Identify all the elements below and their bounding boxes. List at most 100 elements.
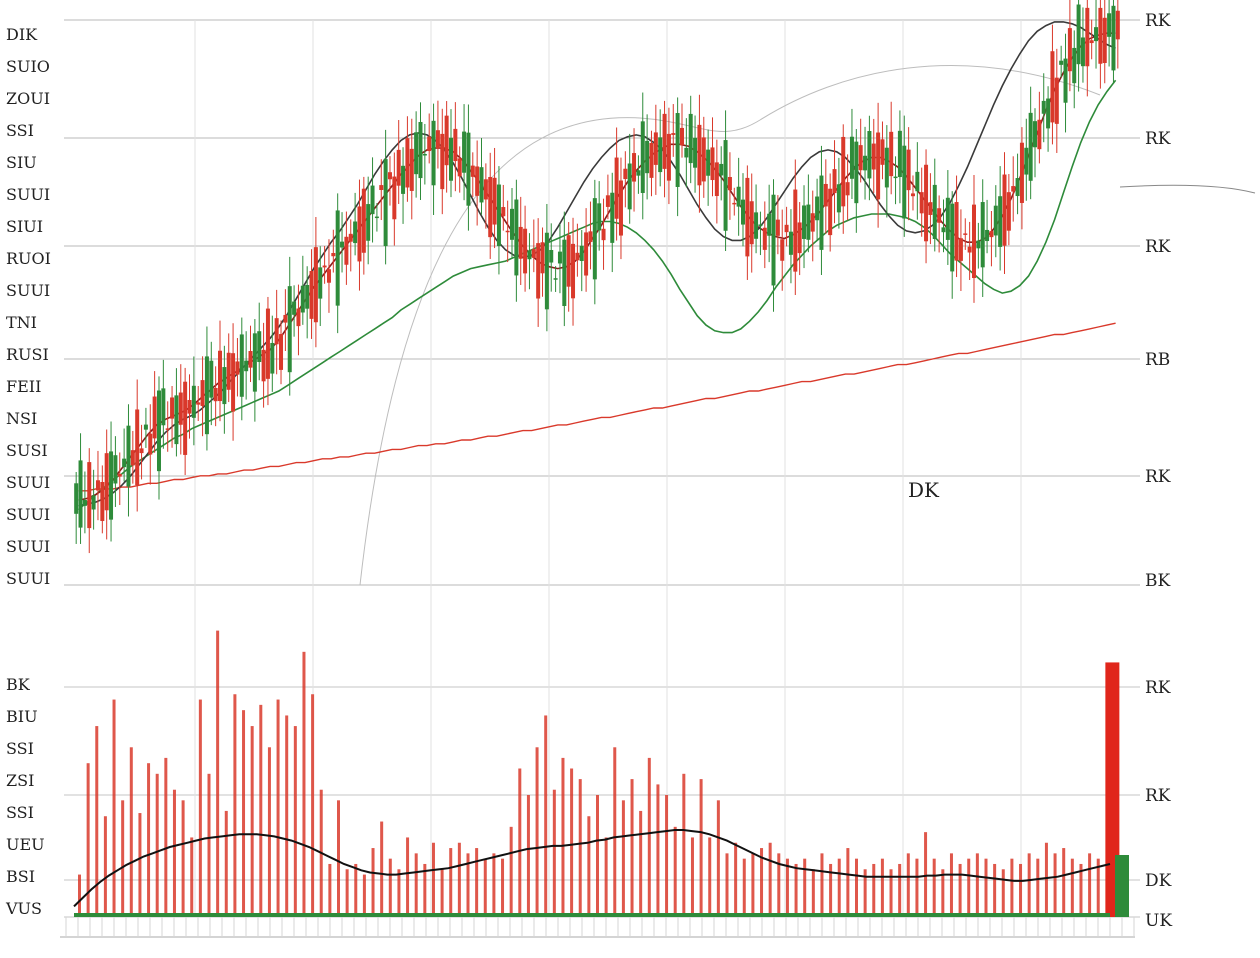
volume-bar [734,842,738,917]
candle-body [1080,37,1085,67]
candle-body [557,251,562,264]
ma-line-1 [77,79,1117,511]
right-tick-label: RK [1145,786,1171,806]
candle-body [448,137,453,181]
left-tick-label: FEII [6,377,41,396]
volume-bar [811,869,815,917]
candle-body [919,192,924,214]
candle-body [845,182,850,196]
candle-body [244,360,249,372]
candle-body [117,474,122,477]
candle-body [1054,77,1059,124]
candle-body [414,132,419,175]
candle-body [156,390,161,472]
volume-bar [837,858,841,917]
volume-bar [949,853,953,917]
candle-body [758,224,763,226]
candle-body [958,238,963,261]
volume-bar [863,869,867,917]
volume-bar [708,837,712,917]
candle-body [762,227,767,250]
volume-bar [95,726,99,917]
candle-body [366,204,371,241]
candle-body [165,428,170,430]
candle-body [518,226,523,259]
candle-body [697,124,702,186]
volume-bar [665,795,669,917]
volume-bar [699,779,703,917]
volume-bar [371,848,375,917]
edge-line [1119,184,1256,194]
volume-bar [967,858,971,917]
volume-bar [388,858,392,917]
candle-body [322,265,327,268]
candle-body [204,356,209,435]
candle-body [213,387,218,402]
volume-bar [647,757,651,917]
candle-body [610,192,615,243]
candle-body [174,395,179,445]
candle-body [527,250,532,260]
candle-body [967,246,972,253]
volume-bar [440,869,444,917]
volume-average-line [73,829,1111,908]
candle-body [479,167,484,203]
volume-bar [518,768,522,917]
volume-bar [233,694,237,917]
candle-body [867,131,872,179]
right-tick-label: DK [1145,871,1172,891]
candle-body [623,168,628,180]
volume-bar [578,779,582,917]
left-tick-label: SSI [6,803,34,822]
candle-body [1019,142,1024,203]
volume-bar [1001,869,1005,917]
candle-body [409,148,414,191]
volume-bar [293,726,297,917]
candle-body [1046,98,1051,129]
volume-bar [829,863,833,917]
volume-bar [1027,853,1031,917]
candle-body [588,231,593,242]
candle-body [139,448,144,454]
volume-bar [216,630,220,917]
right-tick-label: RB [1145,350,1170,370]
volume-bar [302,651,306,917]
volume-bar [207,773,211,917]
volume-bar [242,710,246,917]
candle-body [183,381,188,455]
candle-body [531,249,536,258]
candle-body [963,233,968,235]
volume-bar [751,853,755,917]
candle-body [401,165,406,194]
candle-body [265,308,270,379]
volume-bar [1010,858,1014,917]
right-tick-label: RK [1145,467,1171,487]
candle-body [836,184,841,213]
volume-bar [509,826,513,917]
volume-bar [570,768,574,917]
candle-body [658,137,663,173]
candle-body [1089,40,1094,44]
candle-body [701,137,706,182]
volume-bar [406,837,410,917]
candle-body [767,213,772,236]
candle-body [544,232,549,310]
candle-body [1098,7,1103,64]
candle-body [605,195,610,207]
right-tick-label: UK [1145,911,1172,931]
candle-body [1102,17,1107,64]
candle-body [148,433,153,455]
volume-bar [337,800,340,917]
candle-body [374,216,379,219]
candle-body [915,171,920,192]
candle-body [405,138,410,188]
candle-body [976,240,981,249]
volume-bar [820,853,824,917]
candle-body [396,149,401,186]
volume-bar [760,848,764,917]
volume-bar [794,863,798,917]
left-tick-label: SUUI [6,537,50,556]
candle-body [815,196,820,221]
candle-body [592,198,597,280]
